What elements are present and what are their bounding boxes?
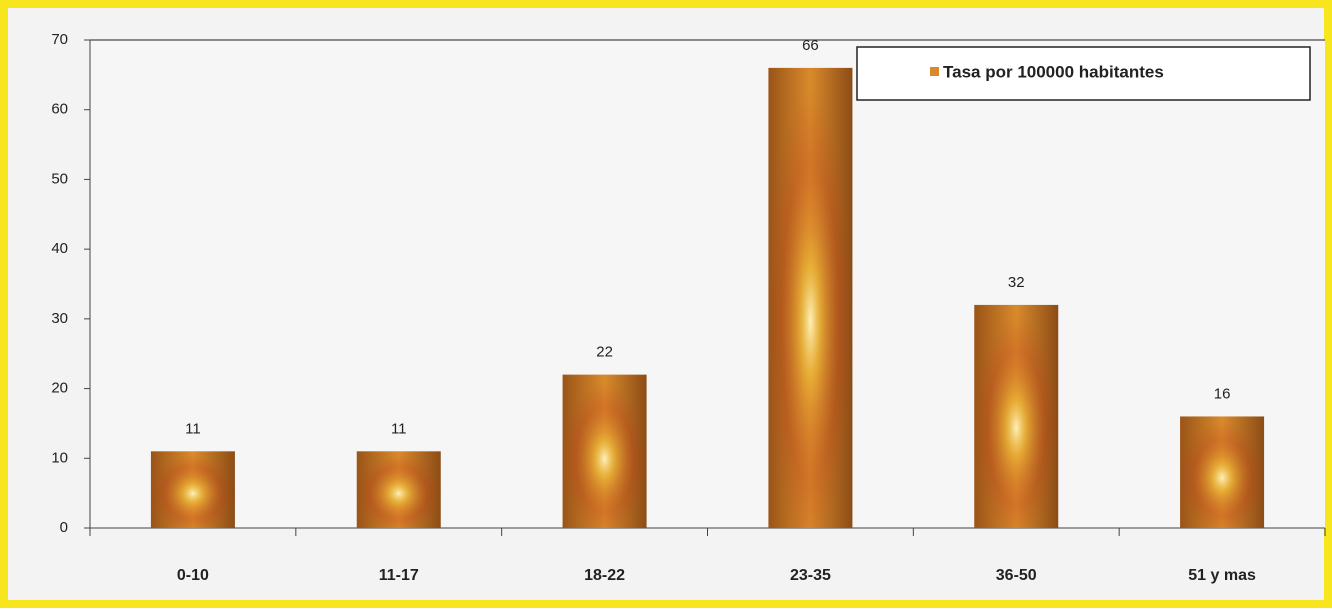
y-tick-label: 60 <box>51 101 68 118</box>
x-tick-label: 18-22 <box>584 567 625 584</box>
x-tick-label: 51 y mas <box>1188 567 1256 584</box>
data-label: 22 <box>596 344 613 361</box>
y-tick-label: 50 <box>51 170 68 187</box>
bar-glow <box>1180 416 1265 528</box>
bar-glow <box>768 67 853 528</box>
bar-glow <box>150 451 235 528</box>
data-label: 16 <box>1214 385 1231 402</box>
x-tick-label: 36-50 <box>996 567 1037 584</box>
y-tick-label: 20 <box>51 380 68 397</box>
legend-marker <box>930 67 939 76</box>
y-tick-label: 70 <box>51 31 68 48</box>
plot-area <box>90 40 1325 528</box>
y-tick-label: 0 <box>60 519 68 536</box>
x-tick-label: 23-35 <box>790 567 831 584</box>
bar-glow <box>562 374 647 528</box>
data-label: 11 <box>185 420 201 437</box>
bar-glow <box>974 304 1059 528</box>
x-tick-label: 11-17 <box>379 567 419 584</box>
bar-glow <box>356 451 441 528</box>
data-label: 11 <box>391 420 407 437</box>
x-tick-label: 0-10 <box>177 567 209 584</box>
y-tick-label: 30 <box>51 310 68 327</box>
legend-label: Tasa por 100000 habitantes <box>943 62 1164 81</box>
y-tick-label: 40 <box>51 240 68 257</box>
data-label: 32 <box>1008 274 1025 291</box>
y-tick-label: 10 <box>51 449 68 466</box>
data-label: 66 <box>802 37 819 54</box>
